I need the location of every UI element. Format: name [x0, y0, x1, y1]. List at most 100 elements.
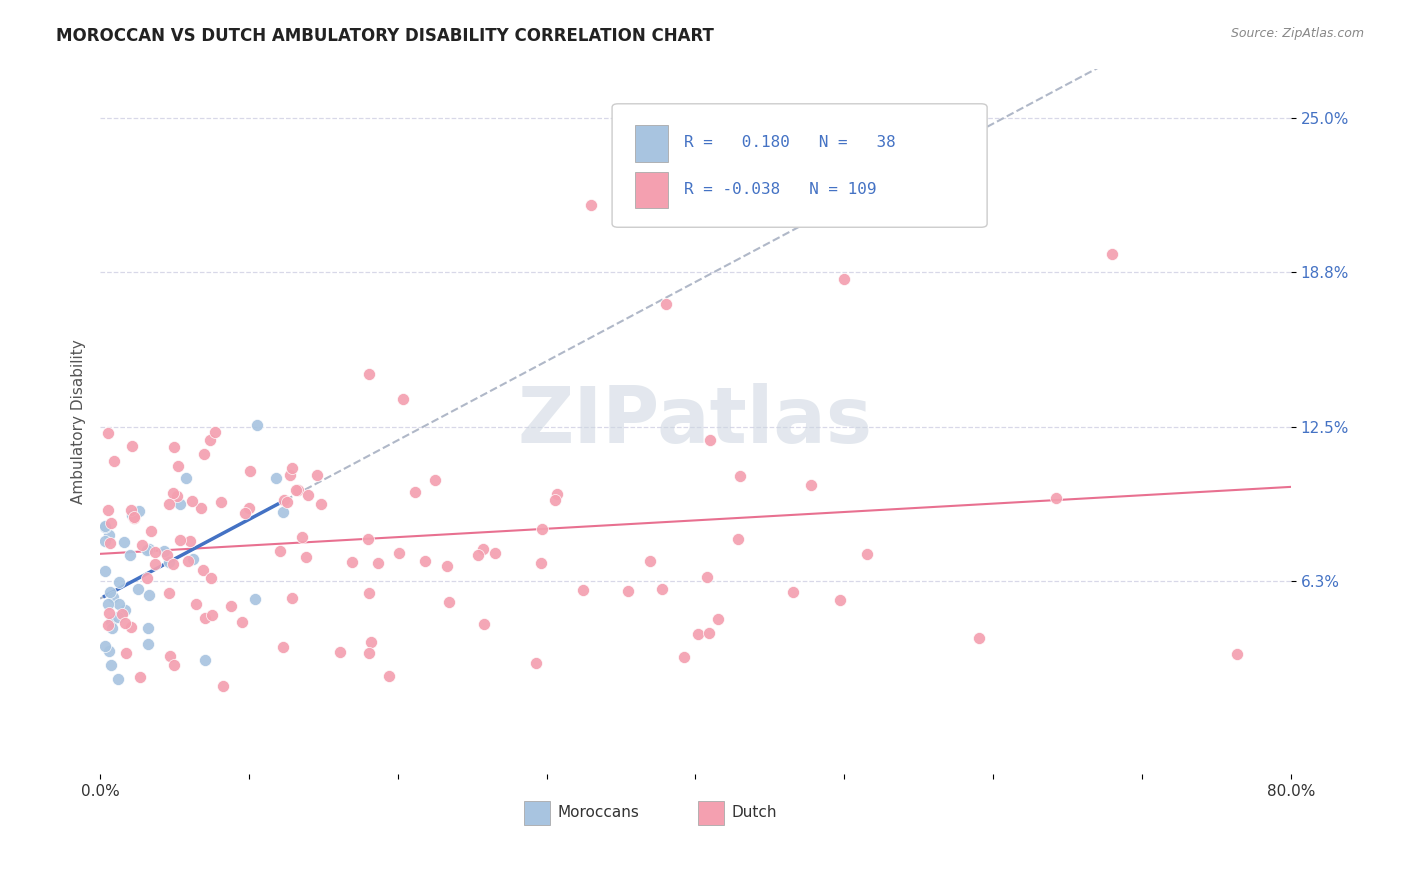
Point	[378, 669, 401, 683]
Point	[184, 597, 207, 611]
Point	[97, 527, 120, 541]
Point	[544, 493, 567, 508]
Point	[201, 608, 224, 623]
Point	[243, 592, 266, 607]
Point	[651, 582, 673, 597]
Point	[101, 591, 124, 605]
Point	[524, 657, 547, 671]
Point	[157, 497, 180, 511]
Point	[638, 554, 661, 568]
Point	[271, 640, 294, 654]
Point	[271, 505, 294, 519]
Point	[114, 603, 136, 617]
Point	[121, 508, 143, 522]
Point	[231, 615, 253, 630]
Bar	[697, 801, 724, 825]
Point	[93, 564, 115, 578]
Point	[100, 516, 122, 530]
Point	[273, 493, 295, 508]
Point	[782, 585, 804, 599]
Point	[472, 542, 495, 557]
Point	[135, 542, 157, 557]
Point	[162, 557, 184, 571]
Point	[294, 550, 316, 565]
Point	[1226, 647, 1249, 661]
Point	[832, 210, 855, 224]
Point	[136, 622, 159, 636]
Point	[467, 548, 489, 562]
Point	[97, 425, 120, 440]
Point	[128, 670, 150, 684]
Point	[166, 489, 188, 503]
Point	[107, 672, 129, 686]
Point	[97, 502, 120, 516]
Y-axis label: Ambulatory Disability: Ambulatory Disability	[72, 339, 86, 504]
Point	[828, 593, 851, 607]
Text: Source: ZipAtlas.com: Source: ZipAtlas.com	[1230, 27, 1364, 40]
Point	[546, 486, 568, 500]
Point	[707, 612, 730, 626]
Point	[163, 440, 186, 454]
Point	[138, 588, 160, 602]
Point	[194, 611, 217, 625]
Point	[120, 620, 142, 634]
Point	[285, 483, 308, 497]
Point	[162, 486, 184, 500]
Point	[291, 530, 314, 544]
Point	[1045, 491, 1067, 505]
Point	[103, 454, 125, 468]
Point	[360, 635, 382, 649]
Point	[280, 467, 302, 482]
Point	[93, 639, 115, 653]
Point	[179, 533, 201, 548]
Point	[145, 545, 167, 559]
Point	[340, 555, 363, 569]
Point	[800, 478, 823, 492]
Point	[166, 458, 188, 473]
Point	[696, 570, 718, 584]
Point	[159, 649, 181, 664]
Point	[269, 543, 291, 558]
Point	[697, 625, 720, 640]
Bar	[634, 125, 668, 161]
Point	[357, 646, 380, 660]
Point	[200, 433, 222, 447]
Point	[238, 463, 260, 477]
Point	[115, 646, 138, 660]
Point	[728, 469, 751, 483]
Text: R =   0.180   N =   38: R = 0.180 N = 38	[683, 135, 896, 150]
Point	[423, 473, 446, 487]
Point	[122, 511, 145, 525]
Point	[169, 497, 191, 511]
Point	[357, 368, 380, 382]
Point	[141, 524, 163, 538]
Point	[181, 552, 204, 566]
Point	[204, 425, 226, 440]
Point	[124, 510, 146, 524]
Point	[856, 547, 879, 561]
Point	[686, 627, 709, 641]
Point	[108, 597, 131, 611]
Point	[436, 559, 458, 574]
Point	[153, 544, 176, 558]
Point	[138, 542, 160, 557]
Point	[190, 501, 212, 516]
FancyBboxPatch shape	[612, 103, 987, 227]
Point	[174, 471, 197, 485]
Point	[98, 536, 121, 550]
Point	[233, 506, 256, 520]
Point	[484, 546, 506, 560]
Point	[157, 555, 180, 569]
Point	[581, 197, 603, 211]
Point	[159, 586, 181, 600]
Point	[673, 650, 696, 665]
Point	[212, 679, 235, 693]
Point	[392, 392, 415, 406]
Point	[1101, 247, 1123, 261]
Point	[219, 599, 242, 613]
Point	[297, 488, 319, 502]
Point	[107, 610, 129, 624]
Point	[437, 595, 460, 609]
Point	[176, 554, 198, 568]
Point	[193, 447, 215, 461]
